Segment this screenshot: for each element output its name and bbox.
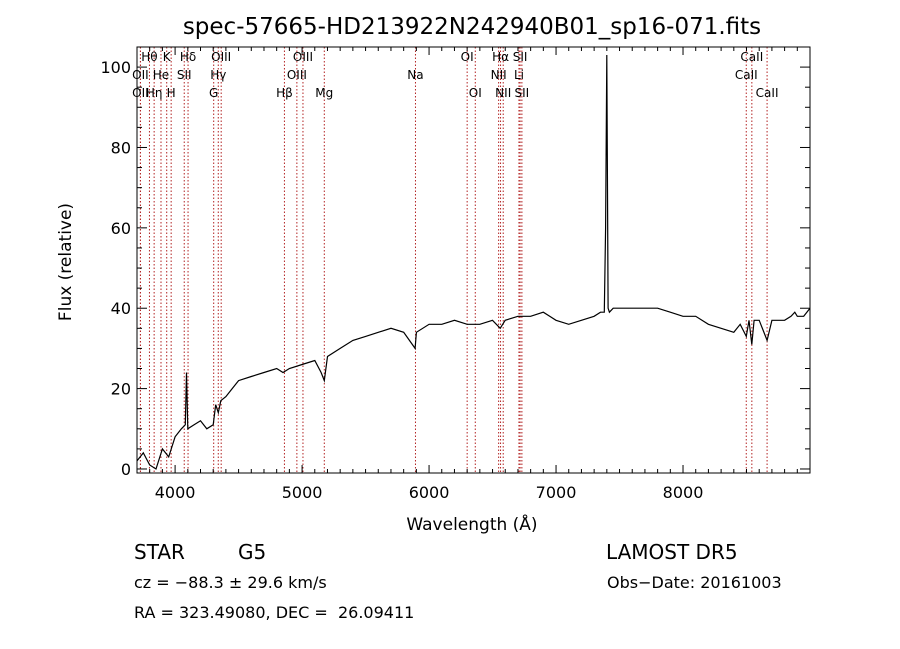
x-tick-label-3: 7000 [536, 483, 577, 502]
x-axis-ticks: 4000 5000 6000 7000 8000 [149, 47, 798, 502]
y-axis-label: Flux (relative) [56, 203, 76, 321]
line-marker-label-5: Hη [146, 86, 163, 100]
observation-date: Obs−Date: 20161003 [607, 573, 782, 592]
y-tick-label-0: 0 [121, 460, 131, 479]
plot-frame [136, 46, 811, 474]
line-marker-label-21: NII [495, 86, 511, 100]
redshift-velocity: cz = −88.3 ± 29.6 km/s [134, 573, 327, 592]
coordinates: RA = 323.49080, DEC = 26.09411 [134, 603, 415, 622]
line-marker-label-7: Hδ [180, 50, 196, 64]
emission-line-labels: Hθ OII OII He K Hη H Hδ SII OIII Hγ G OIII OIII Hβ Mg Na… [132, 50, 778, 100]
x-tick-label-1: 5000 [282, 483, 323, 502]
line-marker-label-20: NII [491, 68, 507, 82]
line-marker-label-0: Hθ [141, 50, 157, 64]
line-marker-label-12: OIII [293, 50, 313, 64]
x-tick-label-4: 8000 [663, 483, 704, 502]
y-tick-label-4: 80 [111, 138, 131, 157]
line-marker-label-3: He [153, 68, 169, 82]
line-marker-label-13: OIII [287, 68, 307, 82]
line-marker-label-9: OIII [211, 50, 231, 64]
emission-line-markers [139, 47, 768, 473]
line-marker-label-23: Li [514, 68, 524, 82]
line-marker-label-8: SII [177, 68, 192, 82]
line-marker-label-25: CaII [740, 50, 763, 64]
y-tick-label-3: 60 [111, 219, 131, 238]
line-marker-label-18: OI [469, 86, 482, 100]
line-marker-label-14: Hβ [276, 86, 293, 100]
line-marker-label-4: K [163, 50, 172, 64]
line-marker-label-2: OII [132, 86, 149, 100]
line-marker-label-27: CaII [756, 86, 779, 100]
line-marker-label-6: H [167, 86, 176, 100]
line-marker-label-26: CaII [735, 68, 758, 82]
object-subclass: G5 [238, 540, 267, 564]
line-marker-label-15: Mg [315, 86, 333, 100]
spectrum-line [136, 54, 811, 470]
line-marker-label-1: OII [132, 68, 149, 82]
line-marker-label-16: Na [407, 68, 423, 82]
chart-title: spec-57665-HD213922N242940B01_sp16-071.f… [183, 14, 761, 40]
survey-name: LAMOST DR5 [606, 540, 738, 564]
y-axis-ticks: 0 20 40 60 80 100 [100, 58, 810, 479]
line-marker-label-22: SII [513, 50, 528, 64]
x-tick-label-0: 4000 [155, 483, 196, 502]
y-tick-label-2: 40 [111, 299, 131, 318]
line-marker-label-24: SII [515, 86, 530, 100]
object-class: STAR [134, 540, 185, 564]
line-marker-label-10: Hγ [210, 68, 226, 82]
y-tick-label-1: 20 [111, 380, 131, 399]
x-axis-label: Wavelength (Å) [406, 513, 537, 535]
line-marker-label-11: G [209, 86, 218, 100]
line-marker-label-19: Hα [492, 50, 509, 64]
line-marker-label-17: OI [461, 50, 474, 64]
y-tick-label-5: 100 [100, 58, 131, 77]
x-tick-label-2: 6000 [409, 483, 450, 502]
